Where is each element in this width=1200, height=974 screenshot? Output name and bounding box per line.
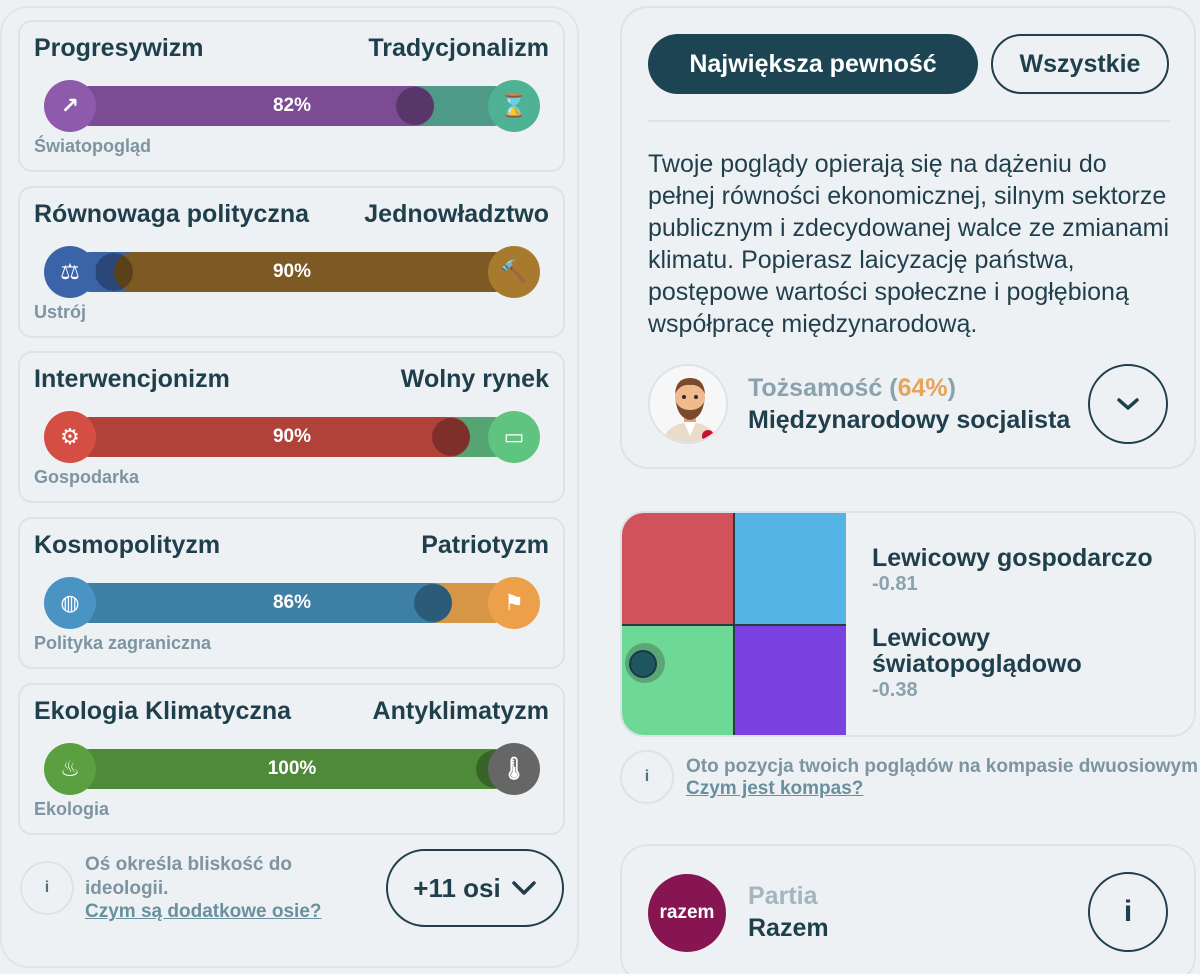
gear-icon: ⚙ (44, 411, 96, 463)
economic-position-title: Lewicowy gospodarczo (872, 544, 1153, 572)
chevron-down-icon (511, 881, 536, 895)
party-card: razem Partia Razem i (620, 844, 1196, 974)
socialist-avatar-icon (650, 366, 726, 442)
axis-position-marker (413, 584, 452, 622)
flag-icon: ⚑ (488, 577, 540, 629)
axis-bar: 86% ◍ ⚑ (44, 577, 540, 629)
party-name: Razem (748, 914, 829, 942)
compass-note-link[interactable]: Czym jest kompas? (686, 778, 864, 799)
social-position-value: -0.38 (872, 679, 918, 701)
axis-card[interactable]: Progresywizm Tradycjonalizm 82% ↗ ⌛ Świa… (18, 20, 565, 172)
gavel-icon: 🔨 (488, 246, 540, 298)
party-logo: razem (648, 874, 726, 952)
axis-right-label: Wolny rynek (400, 365, 549, 393)
avatar (648, 364, 728, 444)
compass-card: Lewicowy gospodarczo -0.81 Lewicowy świa… (620, 511, 1196, 737)
axis-bar-fill (70, 417, 470, 457)
compass-note-text: Oto pozycja twoich poglądów na kompasie … (686, 756, 1199, 777)
axis-left-label: Interwencjonizm (34, 365, 230, 393)
axis-percent: 100% (267, 758, 317, 779)
axis-bar: 100% ♨ 🌡 (44, 743, 540, 795)
axis-right-label: Jednowładztwo (364, 200, 549, 228)
axis-right-label: Patriotyzm (421, 531, 549, 559)
tab-highest-confidence[interactable]: Największa pewność (648, 34, 978, 94)
compass-info-icon[interactable]: i (620, 750, 674, 804)
axes-note-text: Oś określa bliskość do ideologii. (85, 854, 292, 899)
globe-icon: ◍ (44, 577, 96, 629)
more-axes-label: +11 osi (413, 872, 501, 903)
identity-percent: 64% (897, 374, 948, 402)
axis-percent: 82% (272, 95, 312, 116)
expand-identity-button[interactable] (1088, 364, 1168, 444)
axis-bar: 82% ↗ ⌛ (44, 80, 540, 132)
axis-card[interactable]: Interwencjonizm Wolny rynek 90% ⚙ ▭ Gosp… (18, 351, 565, 503)
axes-info-icon[interactable]: i (20, 861, 74, 915)
thermometer-icon: 🌡 (488, 743, 540, 795)
social-position-title-line2: światopoglądowo (872, 650, 1082, 678)
axis-card[interactable]: Ekologia Klimatyczna Antyklimatyzm 100% … (18, 683, 565, 835)
social-position-title-line1: Lewicowy (872, 624, 991, 652)
economic-position-value: -0.81 (872, 573, 918, 595)
axis-category: Ustrój (34, 302, 87, 322)
hourglass-icon: ⌛ (488, 80, 540, 132)
axes-note-link[interactable]: Czym są dodatkowe osie? (85, 901, 322, 922)
compass-quadrant-auth-right (734, 513, 846, 625)
axis-left-label: Kosmopolityzm (34, 531, 221, 559)
tab-all[interactable]: Wszystkie (991, 34, 1169, 94)
axis-percent: 86% (272, 592, 312, 613)
identity-label: Tożsamość (64%) (748, 374, 956, 402)
compass-horizontal-axis (622, 624, 846, 626)
axis-bar-fill (70, 86, 435, 126)
axis-bar-fill (70, 583, 452, 623)
axis-category: Polityka zagraniczna (34, 633, 212, 653)
axis-bar: 90% ⚙ ▭ (44, 411, 540, 463)
axis-position-marker (95, 253, 134, 291)
compass-position-marker (629, 650, 657, 678)
axis-right-label: Antyklimatyzm (372, 697, 549, 725)
identity-name: Międzynarodowy socjalista (748, 406, 1071, 434)
trending-up-icon: ↗ (44, 80, 96, 132)
axis-bar-fill (70, 749, 514, 789)
axis-right-label: Tradycjonalizm (368, 34, 549, 62)
scales-icon: ⚖ (44, 246, 96, 298)
axis-bar-fill (114, 252, 514, 292)
party-info-button[interactable]: i (1088, 872, 1168, 952)
axis-bar: 90% ⚖ 🔨 (44, 246, 540, 298)
more-axes-button[interactable]: +11 osi (386, 849, 564, 927)
axis-category: Gospodarka (34, 467, 140, 487)
axis-card[interactable]: Kosmopolityzm Patriotyzm 86% ◍ ⚑ Polityk… (18, 517, 565, 669)
axis-percent: 90% (272, 426, 312, 447)
ideology-description: Twoje poglądy opierają się na dążeniu do… (648, 150, 1170, 338)
summary-card: Największa pewność Wszystkie Twoje poglą… (620, 6, 1196, 469)
eco-thermometer-icon: ♨ (44, 743, 96, 795)
compass-quadrant-auth-left (622, 513, 734, 625)
compass-quadrant-lib-right (734, 625, 846, 735)
banknote-icon: ▭ (488, 411, 540, 463)
axis-category: Ekologia (34, 799, 110, 819)
chevron-down-icon (1117, 398, 1139, 410)
axis-left-label: Ekologia Klimatyczna (34, 697, 292, 725)
axis-category: Światopogląd (34, 136, 151, 156)
axis-position-marker (396, 87, 435, 125)
party-label: Partia (748, 882, 818, 910)
axis-percent: 90% (272, 261, 312, 282)
axis-card[interactable]: Równowaga polityczna Jednowładztwo 90% ⚖… (18, 186, 565, 338)
axis-left-label: Równowaga polityczna (34, 200, 310, 228)
axis-position-marker (431, 418, 470, 456)
divider (648, 120, 1170, 122)
axis-left-label: Progresywizm (34, 34, 204, 62)
